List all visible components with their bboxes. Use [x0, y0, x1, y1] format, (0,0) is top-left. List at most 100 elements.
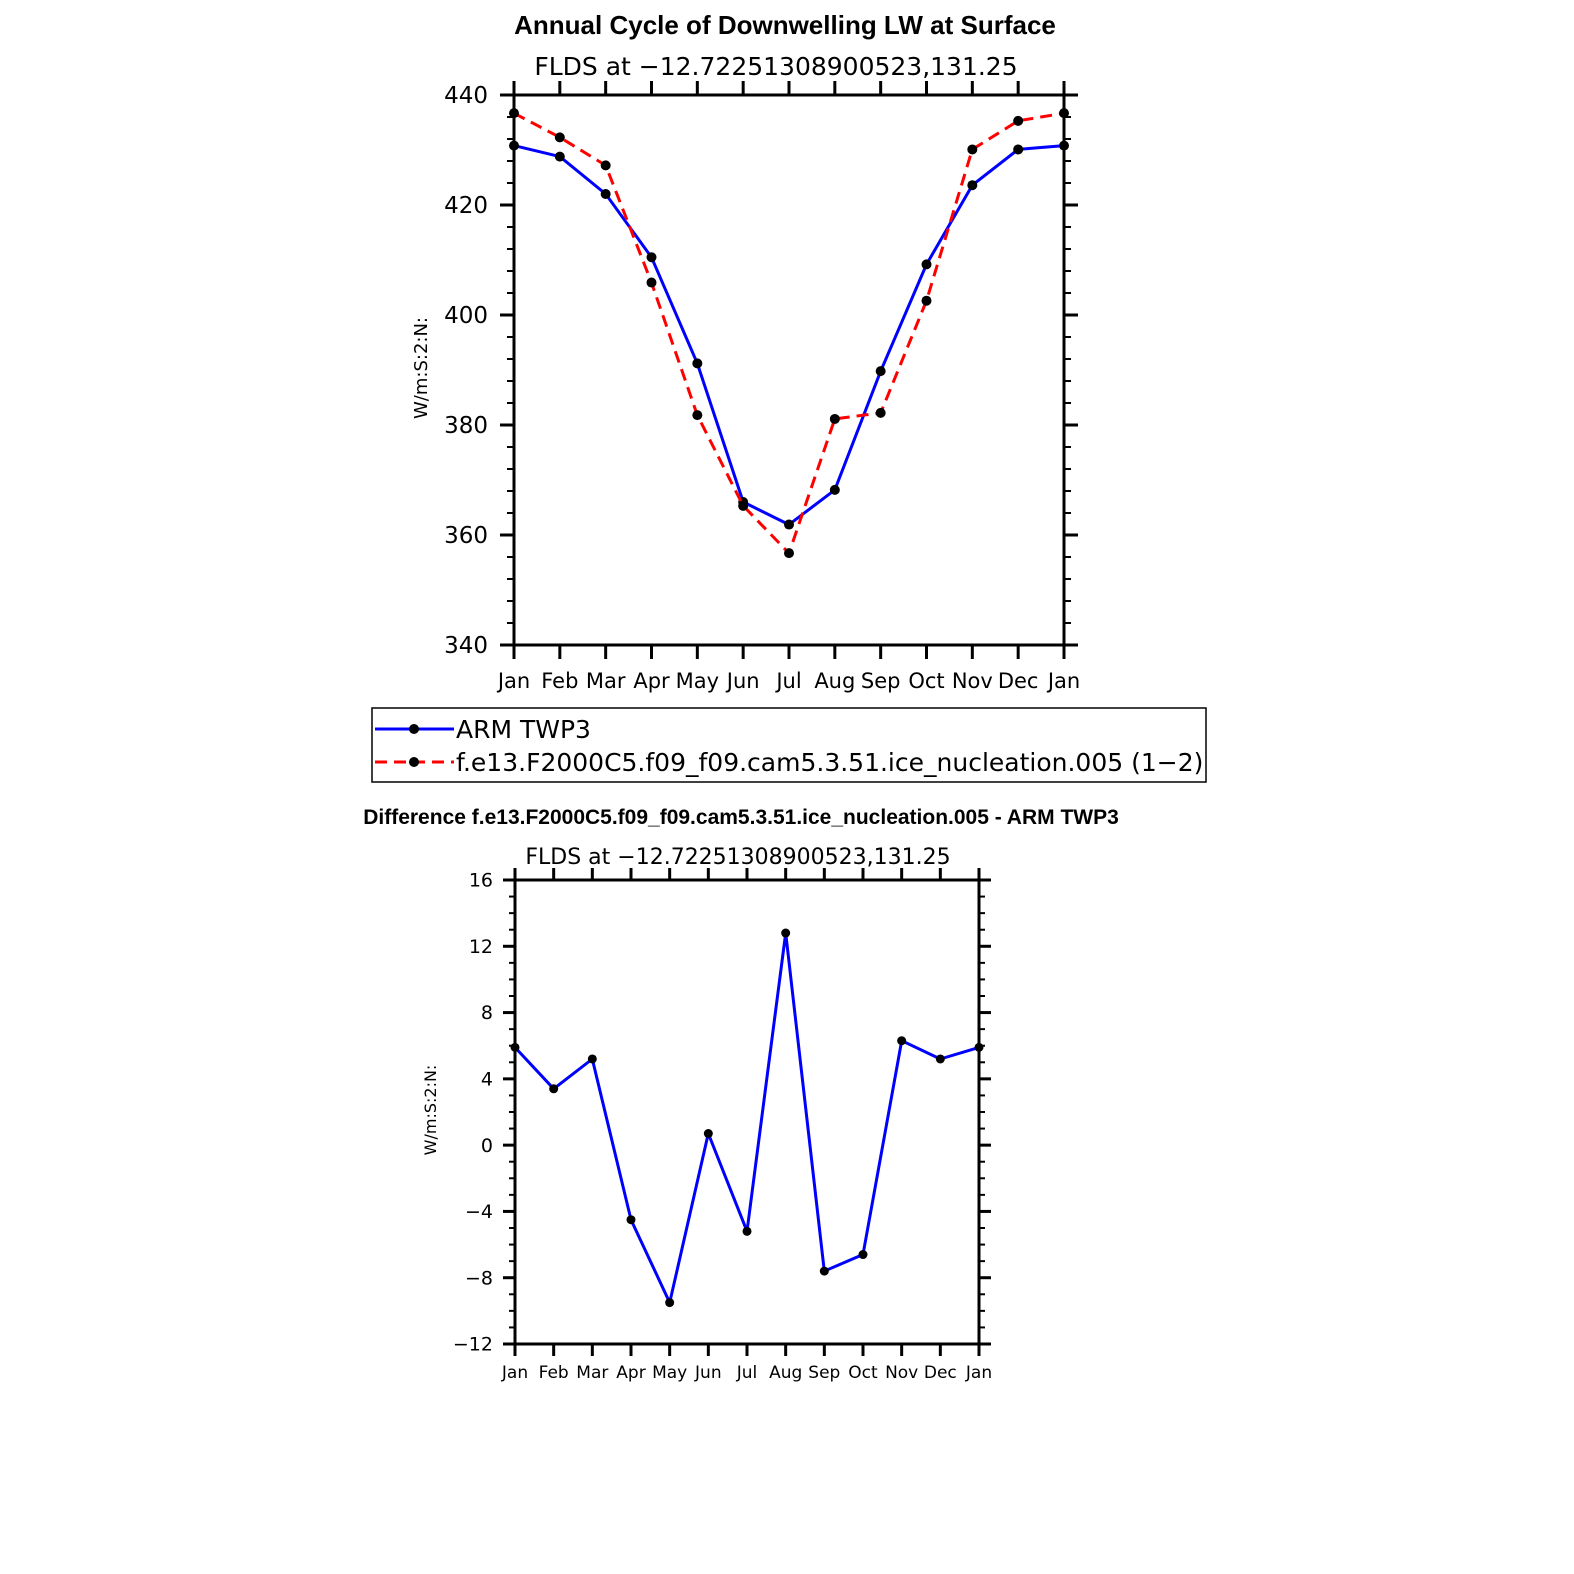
- x-tick-label: Jan: [501, 1363, 528, 1383]
- legend-label-arm: ARM TWP3: [456, 715, 591, 744]
- data-point: [742, 1226, 752, 1236]
- x-tick-label: Nov: [952, 669, 993, 693]
- y-tick-label: −12: [453, 1334, 493, 1356]
- x-tick-label: Jan: [1046, 669, 1080, 693]
- data-point: [819, 1266, 829, 1276]
- x-tick-label: Jul: [774, 669, 801, 693]
- chart-subtitle: FLDS at −12.72251308900523,131.25: [525, 845, 950, 870]
- data-point: [509, 108, 519, 119]
- y-tick-label: 12: [469, 936, 493, 958]
- data-point: [974, 1042, 984, 1052]
- data-point: [703, 1129, 713, 1139]
- chart-title: Annual Cycle of Downwelling LW at Surfac…: [514, 10, 1056, 40]
- y-tick-label: 8: [481, 1002, 493, 1024]
- legend-label-model: f.e13.F2000C5.f09_f09.cam5.3.51.ice_nucl…: [456, 748, 1203, 777]
- legend: ARM TWP3 f.e13.F2000C5.f09_f09.cam5.3.51…: [371, 707, 1207, 783]
- x-tick-label: Nov: [885, 1363, 918, 1383]
- plot-frame: [513, 878, 981, 1346]
- x-tick-label: Dec: [924, 1363, 957, 1383]
- x-tick-label: Apr: [633, 669, 670, 693]
- x-tick-label: Sep: [861, 669, 901, 693]
- x-tick-label: Aug: [769, 1363, 802, 1383]
- y-tick-label: −4: [465, 1201, 493, 1223]
- data-point: [646, 252, 657, 263]
- x-tick-label: Feb: [539, 1363, 569, 1383]
- x-tick-label: Jan: [965, 1363, 992, 1383]
- y-tick-labels: 340 360 380 400 420 440: [444, 83, 488, 659]
- y-tick-label: 360: [444, 523, 488, 549]
- data-point: [875, 366, 886, 377]
- data-point: [935, 1054, 945, 1064]
- y-tick-label: 16: [469, 870, 493, 892]
- data-point: [510, 1042, 520, 1052]
- data-point: [554, 132, 565, 143]
- legend-box: [371, 707, 1207, 783]
- x-tick-label: Oct: [908, 669, 944, 693]
- data-point: [1013, 115, 1024, 126]
- y-tick-label: 400: [444, 303, 488, 329]
- data-point: [781, 928, 791, 938]
- data-point: [829, 484, 840, 495]
- series-line-0: [513, 931, 980, 1305]
- y-tick-label: 0: [481, 1135, 493, 1157]
- series-group: [510, 928, 984, 1308]
- y-tick-label: 380: [444, 413, 488, 439]
- y-tick-label: 420: [444, 193, 488, 219]
- data-point: [665, 1298, 675, 1308]
- x-tick-label: May: [676, 669, 719, 693]
- data-point: [587, 1054, 597, 1064]
- x-tick-label: Dec: [998, 669, 1039, 693]
- data-point: [784, 519, 794, 530]
- x-tick-label: Jan: [496, 669, 530, 693]
- data-point: [600, 189, 611, 199]
- data-point: [897, 1036, 907, 1046]
- x-tick-label: Sep: [808, 1363, 840, 1383]
- data-point: [1059, 108, 1069, 119]
- data-point: [626, 1215, 636, 1225]
- axis-ticks: [500, 81, 1078, 659]
- x-tick-label: Aug: [814, 669, 855, 693]
- data-point: [1013, 144, 1024, 155]
- y-tick-label: −8: [465, 1267, 493, 1289]
- series-group: [509, 108, 1069, 559]
- y-tick-label: 4: [481, 1069, 493, 1091]
- data-point: [875, 407, 886, 418]
- x-tick-labels: Jan Feb Mar Apr May Jun Jul Aug Sep Oct Nov Dec Jan: [501, 1363, 992, 1383]
- data-point: [784, 548, 794, 559]
- legend-marker-arm: [409, 724, 419, 734]
- x-tick-label: Jul: [736, 1363, 758, 1383]
- x-tick-label: Jun: [725, 669, 760, 693]
- data-point: [692, 358, 703, 369]
- data-point: [1059, 140, 1069, 151]
- data-point: [967, 180, 978, 191]
- y-axis-label: W/m:S:2:N:: [411, 317, 432, 419]
- data-point: [858, 1250, 868, 1260]
- data-point: [829, 413, 840, 424]
- axis-ticks: [503, 868, 991, 1356]
- series-line-0: [513, 144, 1065, 527]
- legend-marker-model: [409, 757, 419, 767]
- chart-difference: Difference f.e13.F2000C5.f09_f09.cam5.3.…: [363, 806, 1119, 1383]
- x-tick-label: May: [652, 1363, 687, 1383]
- y-tick-label: 340: [444, 633, 488, 659]
- data-point: [921, 259, 932, 270]
- x-tick-label: Jun: [694, 1363, 722, 1383]
- y-tick-labels: −12 −8 −4 0 4 8 12 16: [453, 870, 493, 1356]
- chart-annual-cycle: Annual Cycle of Downwelling LW at Surfac…: [371, 10, 1207, 783]
- y-axis-label: W/m:S:2:N:: [421, 1065, 440, 1156]
- data-point: [554, 151, 565, 162]
- x-tick-label: Mar: [586, 669, 626, 693]
- data-point: [549, 1084, 559, 1094]
- data-point: [646, 277, 657, 288]
- x-tick-label: Apr: [616, 1363, 645, 1383]
- x-tick-label: Feb: [541, 669, 578, 693]
- x-tick-labels: Jan Feb Mar Apr May Jun Jul Aug Sep Oct Nov Dec Jan: [496, 669, 1080, 693]
- y-tick-label: 440: [444, 83, 488, 109]
- x-tick-label: Oct: [848, 1363, 878, 1383]
- data-point: [967, 144, 978, 155]
- data-point: [600, 160, 611, 171]
- chart-title: Difference f.e13.F2000C5.f09_f09.cam5.3.…: [363, 806, 1119, 829]
- x-tick-label: Mar: [576, 1363, 608, 1383]
- data-point: [738, 500, 749, 511]
